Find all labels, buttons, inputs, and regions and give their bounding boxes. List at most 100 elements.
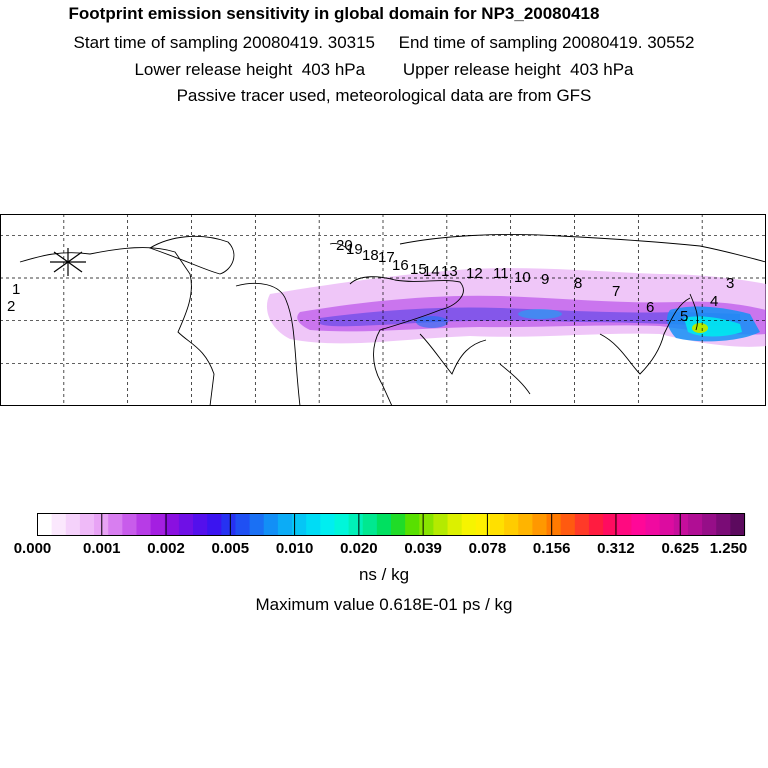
trajectory-label-6: 6 — [646, 299, 654, 316]
colorbar-cell — [65, 513, 81, 536]
maximum-value: Maximum value 0.618E-01 ps / kg — [255, 595, 513, 614]
colorbar-cell — [235, 513, 251, 536]
trajectory-label-9: 9 — [541, 271, 549, 288]
colorbar-tick-label: 0.312 — [597, 540, 635, 557]
colorbar-cell — [37, 513, 53, 536]
colorbar-tick-label: 1.250 — [710, 540, 748, 557]
tracer-note: Passive tracer used, meteorological data… — [176, 86, 592, 105]
upper-release-value: 403 hPa — [570, 60, 634, 79]
colorbar-cell — [193, 513, 208, 536]
colorbar-cell — [603, 513, 618, 536]
colorbar-cell — [122, 513, 138, 536]
colorbar-cell — [419, 513, 435, 536]
lower-release-value: 403 hPa — [301, 60, 366, 79]
trajectory-label-3: 3 — [726, 275, 734, 292]
colorbar-cell — [334, 513, 350, 536]
colorbar-cell — [108, 513, 123, 536]
sampling-times: Start time of sampling 20080419. 30315 E… — [0, 33, 768, 53]
colorbar-cell — [546, 513, 562, 536]
colorbar-ticks — [101, 513, 681, 536]
trajectory-label-4: 4 — [710, 293, 718, 310]
colorbar-cell — [178, 513, 194, 536]
colorbar-cell — [461, 513, 477, 536]
colorbar-cell — [249, 513, 265, 536]
colorbar-border — [37, 513, 745, 536]
colorbar-cell — [617, 513, 632, 536]
colorbar-cell — [433, 513, 449, 536]
colorbar-tick-label: 0.156 — [533, 540, 571, 557]
colorbar-tick-label: 0.005 — [212, 540, 250, 557]
grid-lines — [0, 214, 766, 406]
upper-release-label: Upper release height — [402, 60, 561, 79]
colorbar-cell — [504, 513, 519, 536]
colorbar-tick-label: 0.000 — [14, 540, 52, 557]
trajectory-label-19: 19 — [346, 241, 363, 258]
trajectory-label-1: 1 — [12, 281, 20, 298]
trajectory-label-15: 15 — [410, 261, 427, 278]
start-time-value: 20080419. 30315 — [242, 33, 376, 52]
colorbar-tick-label: 0.625 — [661, 540, 699, 557]
colorbar-cell — [51, 513, 67, 536]
colorbar-cell — [518, 513, 533, 536]
colorbar-cell — [489, 513, 505, 536]
trajectory-label-13: 13 — [441, 263, 458, 280]
colorbar-cell — [150, 513, 166, 536]
colorbar-cell — [221, 513, 237, 536]
colorbar-cell — [164, 513, 180, 536]
release-heights: Lower release height 403 hPa Upper relea… — [0, 60, 768, 80]
trajectory-label-7: 7 — [612, 283, 620, 300]
colorbar-cell — [588, 513, 604, 536]
colorbar-cell — [277, 513, 293, 536]
trajectory-label-8: 8 — [574, 275, 582, 292]
colorbar-cell — [263, 513, 279, 536]
colorbar-cell — [631, 513, 647, 536]
colorbar-cell — [306, 513, 321, 536]
colorbar-tick-label: 0.010 — [276, 540, 314, 557]
colorbar-cell — [659, 513, 675, 536]
colorbar-cell — [673, 513, 689, 536]
colorbar-cell — [362, 513, 378, 536]
colorbar-cell — [447, 513, 463, 536]
colorbar-cell — [405, 513, 420, 536]
start-time-label: Start time of sampling — [73, 33, 238, 52]
colorbar-cell — [376, 513, 392, 536]
coastlines — [19, 234, 766, 406]
colorbar-cell — [716, 513, 731, 536]
end-time-value: 20080419. 30552 — [562, 33, 695, 52]
colorbar-cell — [532, 513, 548, 536]
colorbar-cell — [560, 513, 576, 536]
colorbar-units: ns / kg — [358, 565, 410, 584]
trajectory-label-10: 10 — [514, 269, 531, 286]
release-site-marker — [50, 248, 86, 276]
colorbar-cell — [348, 513, 364, 536]
trajectory-label-14: 14 — [423, 263, 440, 280]
colorbar-tick-label: 0.002 — [147, 540, 185, 557]
colorbar: 0.000 0.001 0.002 0.005 0.010 0.020 0.039 0.078… — [14, 513, 748, 557]
colorbar-cell — [687, 513, 703, 536]
colorbar-tick-label: 0.020 — [340, 540, 378, 557]
trajectory-label-5: 5 — [680, 308, 688, 325]
trajectory-label-12: 12 — [466, 265, 483, 282]
trajectory-label-20: 20 — [336, 237, 353, 254]
colorbar-cell — [475, 513, 491, 536]
plot-title: Footprint emission sensitivity in global… — [68, 4, 600, 23]
colorbar-cell — [292, 513, 307, 536]
end-time-label: End time of sampling — [398, 33, 558, 52]
colorbar-tick-label: 0.078 — [469, 540, 507, 557]
trajectory-label-17: 17 — [378, 249, 395, 266]
colorbar-cell — [645, 513, 661, 536]
colorbar-tick-label: 0.039 — [404, 540, 442, 557]
colorbar-tick-labels: 0.000 0.001 0.002 0.005 0.010 0.020 0.039 0.078… — [14, 540, 748, 557]
trajectory-label-11: 11 — [493, 265, 509, 282]
colorbar-cell — [574, 513, 590, 536]
colorbar-tick-label: 0.001 — [83, 540, 121, 557]
trajectory-label-16: 16 — [392, 257, 409, 274]
colorbar-cell — [391, 513, 406, 536]
colorbar-cells — [37, 513, 746, 536]
colorbar-cell — [730, 513, 746, 536]
lower-release-label: Lower release height — [134, 60, 293, 79]
colorbar-cell — [136, 513, 152, 536]
